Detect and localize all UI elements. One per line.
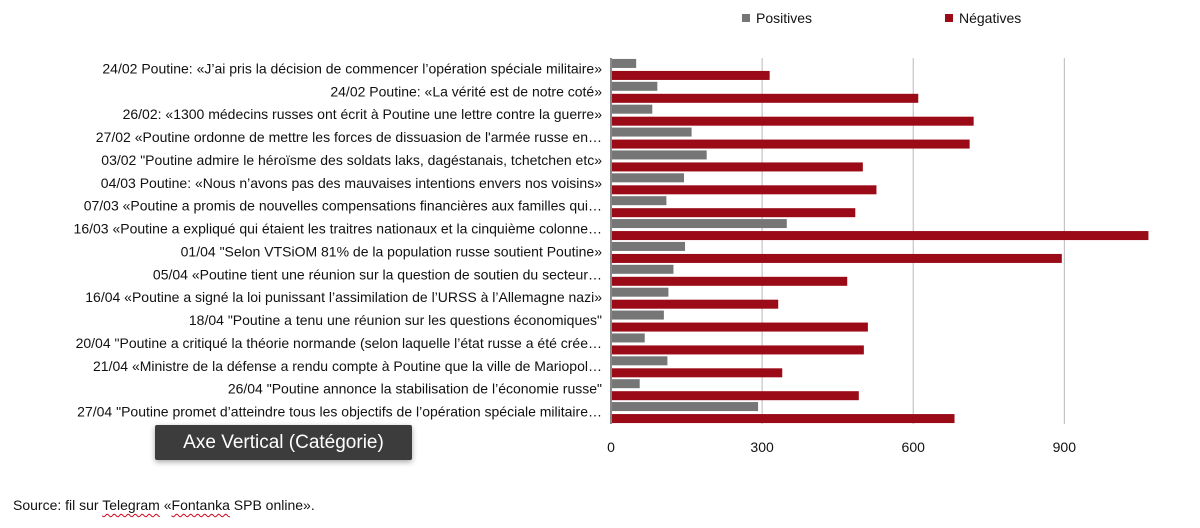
x-tick-label-900: 900 [1053, 439, 1077, 455]
x-tick-label-0: 0 [607, 439, 615, 455]
source-word-fontanka: Fontanka [171, 497, 230, 513]
bar-negatives-15 [612, 391, 859, 401]
axis-tooltip: Axe Vertical (Catégorie) [155, 425, 412, 460]
bar-positives-10 [612, 264, 674, 274]
category-label-12: 18/04 "Poutine a tenu une réunion sur le… [189, 312, 602, 328]
bar-positives-4 [612, 127, 692, 137]
bar-negatives-10 [612, 276, 848, 286]
chart: 0 300 600 900 24/02 Poutine: «J’ai pris la d… [74, 10, 1149, 455]
bar-positives-7 [612, 196, 667, 206]
bar-positives-11 [612, 287, 669, 297]
category-label-2: 24/02 Poutine: «La vérité est de notre c… [330, 83, 602, 99]
legend-item-negatives: Négatives [945, 10, 1021, 26]
bar-positives-15 [612, 379, 640, 389]
category-label-1: 24/02 Poutine: «J’ai pris la décision de… [102, 60, 602, 76]
bar-positives-2 [612, 81, 658, 91]
bar-negatives-16 [612, 414, 955, 424]
source-prefix: Source: fil sur [13, 497, 103, 513]
category-label-5: 03/02 "Poutine admire le héroïsme des so… [101, 152, 602, 168]
bar-positives-16 [612, 402, 759, 412]
bar-positives-13 [612, 333, 645, 343]
bar-negatives-9 [612, 253, 1062, 263]
bar-negatives-8 [612, 231, 1149, 241]
bar-negatives-14 [612, 368, 783, 378]
chart-canvas: 0 300 600 900 24/02 Poutine: «J’ai pris la d… [74, 58, 1149, 455]
bar-negatives-3 [612, 116, 974, 126]
bar-positives-8 [612, 219, 787, 229]
x-tick-label-300: 300 [750, 439, 774, 455]
category-label-16: 27/04 "Poutine promet d’atteindre tous l… [77, 404, 602, 420]
source-word-telegram: Telegram [102, 497, 160, 513]
category-label-3: 26/02: «1300 médecins russes ont écrit à… [123, 106, 603, 122]
source-note: Source: fil sur Telegram «Fontanka SPB o… [13, 497, 315, 513]
bar-positives-12 [612, 310, 664, 320]
legend-item-positives: Positives [742, 10, 812, 26]
bar-negatives-13 [612, 345, 864, 355]
legend-label-positives: Positives [756, 10, 813, 26]
bar-positives-3 [612, 104, 653, 114]
source-middle: « [159, 497, 172, 513]
bar-positives-1 [612, 58, 637, 68]
category-label-6: 04/03 Poutine: «Nous n’avons pas des mau… [101, 175, 602, 191]
category-label-4: 27/02 «Poutine ordonne de mettre les for… [96, 129, 602, 145]
category-label-7: 07/03 «Poutine a promis de nouvelles com… [84, 198, 602, 214]
bar-negatives-11 [612, 299, 779, 309]
category-label-8: 16/03 «Poutine a expliqué qui étaient le… [74, 221, 602, 237]
source-suffix: SPB online». [229, 497, 315, 513]
bar-negatives-12 [612, 322, 868, 332]
legend-label-negatives: Négatives [959, 10, 1022, 26]
category-label-9: 01/04 "Selon VTSiOM 81% de la population… [181, 243, 603, 259]
category-label-14: 21/04 «Ministre de la défense a rendu co… [93, 358, 602, 374]
x-tick-label-600: 600 [902, 439, 926, 455]
bar-negatives-7 [612, 208, 856, 218]
legend-swatch-positives [742, 14, 750, 22]
bar-negatives-6 [612, 185, 877, 195]
bar-negatives-1 [612, 70, 770, 80]
bar-positives-5 [612, 150, 707, 160]
category-label-11: 16/04 «Poutine a signé la loi punissant … [85, 289, 602, 305]
category-label-15: 26/04 "Poutine annonce la stabilisation … [228, 381, 602, 397]
category-label-10: 05/04 «Poutine tient une réunion sur la … [153, 266, 602, 282]
bar-negatives-5 [612, 162, 863, 172]
category-label-13: 20/04 "Poutine a critiqué la théorie nor… [76, 335, 602, 351]
legend-swatch-negatives [945, 14, 953, 22]
bar-negatives-2 [612, 93, 919, 103]
bar-negatives-4 [612, 139, 970, 149]
bar-positives-14 [612, 356, 668, 366]
bar-positives-6 [612, 173, 685, 183]
bar-positives-9 [612, 241, 686, 251]
